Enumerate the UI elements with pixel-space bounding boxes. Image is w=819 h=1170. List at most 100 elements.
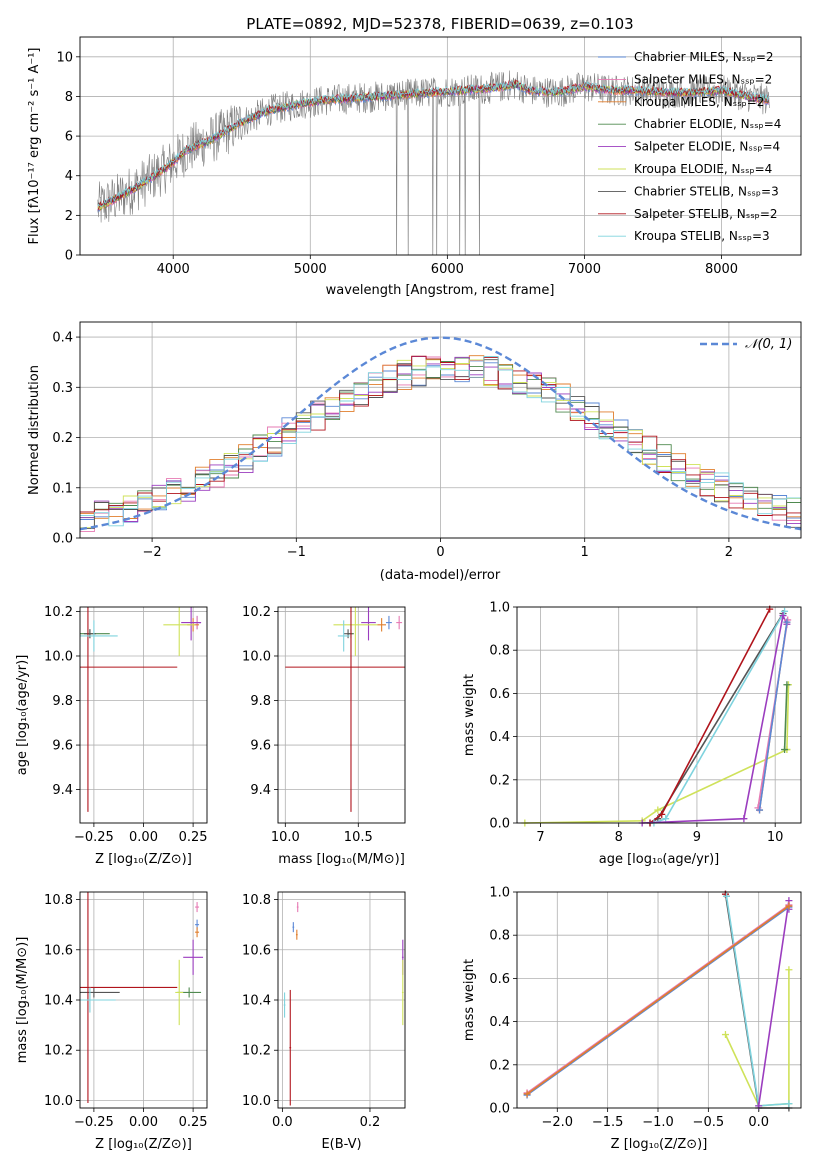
weight-vs-age-marker-chabrier_elodie <box>781 746 789 754</box>
spectrum-lines <box>97 70 770 255</box>
mass-vs-ebv-ytick-label: 10.4 <box>242 994 271 1009</box>
age-vs-Z-axes-frame <box>79 606 208 824</box>
mass-vs-Z-errorbars <box>80 892 204 1103</box>
age-vs-Z-ytick-label: 10.0 <box>44 649 73 664</box>
residuals-xtick-label: 0 <box>436 545 444 560</box>
weight-vs-age-xtick-label: 8 <box>615 830 623 845</box>
spectrum-title: PLATE=0892, MJD=52378, FIBERID=0639, z=0… <box>246 15 633 33</box>
age-vs-Z-xtick-label: −0.25 <box>74 830 114 845</box>
spectrum-ytick-label: 8 <box>65 90 73 105</box>
weight-vs-age-marker-salpeter_elodie <box>779 612 787 620</box>
age-vs-mass-axes-frame <box>277 606 406 824</box>
weight-vs-age-ytick-label: 0.6 <box>489 687 510 702</box>
weight-vs-Z-xtick-label: −2.0 <box>541 1115 573 1130</box>
legend-label-chabrier_miles: Chabrier MILES, Nₛₛₚ=2 <box>634 50 774 64</box>
weight-vs-age-line-chabrier_miles <box>758 621 788 811</box>
age-vs-Z-ytick-label: 10.2 <box>44 605 73 620</box>
spectrum-xlabel: wavelength [Angstrom, rest frame] <box>326 283 555 298</box>
spectrum-ytick-label: 0 <box>65 249 73 264</box>
residuals-xlabel: (data-model)/error <box>380 568 501 583</box>
weight-vs-age-ytick-label: 0.0 <box>489 817 510 832</box>
weight-vs-Z-line-kroupa_miles <box>526 905 790 1095</box>
age-vs-mass-panel: 10.0 10.5 9.4 9.6 9.8 10.0 10.2 mass [log₁₀(M/M… <box>242 605 406 867</box>
mass-vs-Z-ytick-label: 10.6 <box>44 943 73 958</box>
weight-vs-age-panel: 7 8 9 10 0.0 0.2 0.4 0.6 0.8 1.0 age [log₁₀(age/yr… <box>462 601 802 867</box>
mass-vs-ebv-xtick-label: 0.0 <box>272 1115 293 1130</box>
mass-vs-ebv-ytick-label: 10.0 <box>242 1094 271 1109</box>
age-vs-mass-ytick-label: 10.2 <box>242 605 271 620</box>
age-vs-mass-ytick-label: 9.8 <box>250 694 271 709</box>
legend-label-kroupa_elodie: Kroupa ELODIE, Nₛₛₚ=4 <box>634 162 772 176</box>
spectrum-xtick-label: 5000 <box>294 262 327 277</box>
weight-vs-Z-line-salpeter_elodie <box>757 900 790 1106</box>
weight-vs-Z-xtick-label: −1.0 <box>642 1115 674 1130</box>
legend-label-salpeter_stelib: Salpeter STELIB, Nₛₛₚ=2 <box>634 207 778 221</box>
weight-vs-age-ytick-label: 1.0 <box>489 601 510 616</box>
age-vs-Z-ytick-label: 9.6 <box>52 739 73 754</box>
residuals-panel: −2 −1 0 1 2 0.0 0.1 0.2 0.3 0.4 (data-model)/erro… <box>27 321 802 583</box>
residuals-ytick-label: 0.4 <box>52 331 73 346</box>
spectrum-ticks: 4000 5000 6000 7000 8000 0 2 4 6 8 10 <box>56 37 801 277</box>
mass-vs-Z-axes-frame <box>79 891 208 1109</box>
mass-vs-ebv-xlabel: E(B-V) <box>321 1137 361 1152</box>
residuals-xtick-label: −2 <box>143 545 162 560</box>
weight-vs-age-xtick-label: 7 <box>536 830 544 845</box>
mass-vs-Z-ytick-label: 10.0 <box>44 1094 73 1109</box>
residuals-ytick-label: 0.3 <box>52 381 73 396</box>
residuals-ticks: −2 −1 0 1 2 0.0 0.1 0.2 0.3 0.4 <box>52 322 801 560</box>
age-vs-mass-errorbars <box>285 607 405 812</box>
weight-vs-Z-ytick-label: 0.0 <box>489 1102 510 1117</box>
weight-vs-Z-ytick-label: 0.2 <box>489 1058 510 1073</box>
residual-histogram-salpeter_stelib <box>80 355 801 516</box>
spectrum-legend: Chabrier MILES, Nₛₛₚ=2 Salpeter MILES, Nₛ… <box>598 50 781 243</box>
spectrum-ytick-label: 4 <box>65 169 73 184</box>
weight-vs-age-marker-salpeter_elodie <box>740 815 748 823</box>
weight-vs-metallicity-panel: −2.0 −1.5 −1.0 −0.5 0.0 0.0 0.2 0.4 0.6 0.8 1.0 Z [… <box>462 886 802 1152</box>
mass-vs-ebv-xtick-label: 0.2 <box>360 1115 381 1130</box>
residuals-xtick-label: 2 <box>725 545 733 560</box>
mass-vs-ebv-axes-frame <box>277 891 406 1109</box>
weight-vs-Z-ytick-label: 0.6 <box>489 972 510 987</box>
residuals-ytick-label: 0.1 <box>52 481 73 496</box>
mass-vs-Z-xtick-label: 0.00 <box>129 1115 158 1130</box>
weight-vs-Z-line-chabrier_stelib <box>724 894 789 1109</box>
weight-vs-Z-marker-kroupa_elodie <box>721 1031 729 1039</box>
weight-vs-Z-ylabel: mass weight <box>462 959 477 1041</box>
age-vs-metallicity-panel: −0.25 0.00 0.25 9.4 9.6 9.8 10.0 10.2 Z [log₁₀(Z… <box>15 605 208 867</box>
mass-vs-ebv-ytick-label: 10.6 <box>242 943 271 958</box>
spectrum-ytick-label: 10 <box>56 50 73 65</box>
spectrum-axes-frame <box>79 36 802 256</box>
weight-vs-Z-xtick-label: −0.5 <box>693 1115 725 1130</box>
weight-vs-age-marker-kroupa_stelib <box>662 815 670 823</box>
age-vs-Z-ytick-label: 9.4 <box>52 783 73 798</box>
residual-histogram-chabrier_stelib <box>80 359 801 529</box>
weight-vs-Z-marker-kroupa_miles <box>523 1090 531 1098</box>
weight-vs-Z-ytick-label: 0.8 <box>489 929 510 944</box>
residual-histogram-kroupa_elodie <box>80 359 801 529</box>
age-vs-mass-xlabel: mass [log₁₀(M/M⊙)] <box>278 852 405 867</box>
spectrum-panel: PLATE=0892, MJD=52378, FIBERID=0639, z=0… <box>27 15 802 298</box>
weight-vs-age-ytick-label: 0.8 <box>489 644 510 659</box>
mass-vs-Z-xlabel: Z [log₁₀(Z/Z⊙)] <box>95 1137 192 1152</box>
spectrum-xtick-label: 6000 <box>431 262 464 277</box>
mass-vs-Z-ylabel: mass [log₁₀(M/M⊙)] <box>15 937 30 1064</box>
weight-vs-Z-ytick-label: 1.0 <box>489 886 510 901</box>
residuals-xtick-label: 1 <box>581 545 589 560</box>
weight-vs-Z-marker-kroupa_stelib <box>722 892 730 900</box>
weight-vs-age-ylabel: mass weight <box>462 674 477 756</box>
age-vs-Z-xlabel: Z [log₁₀(Z/Z⊙)] <box>95 852 192 867</box>
residuals-ylabel: Normed distribution <box>27 365 42 495</box>
weight-vs-Z-marker-kroupa_miles <box>785 902 793 910</box>
weight-vs-age-marker-chabrier_elodie <box>783 681 791 689</box>
residual-histogram-kroupa_stelib <box>80 356 801 527</box>
mass-vs-Z-xtick-label: −0.25 <box>74 1115 114 1130</box>
model-spectrum-salpeter_elodie <box>97 81 770 211</box>
residuals-ytick-label: 0.0 <box>52 532 73 547</box>
normal-legend-label: 𝒩(0, 1) <box>745 337 792 352</box>
weight-vs-Z-line-salpeter_miles <box>526 904 790 1094</box>
mass-vs-ebv-ytick-label: 10.8 <box>242 893 271 908</box>
mass-vs-Z-xtick-label: 0.25 <box>179 1115 208 1130</box>
legend-label-kroupa_miles: Kroupa MILES, Nₛₛₚ=2 <box>634 95 764 109</box>
mass-vs-Z-ytick-label: 10.4 <box>44 994 73 1009</box>
